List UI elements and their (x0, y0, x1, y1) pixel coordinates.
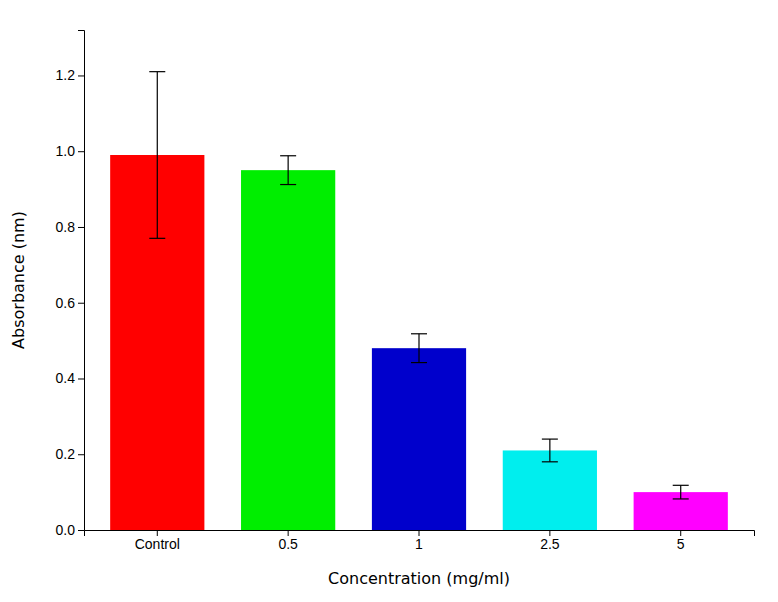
error-bar (411, 334, 427, 363)
y-tick-mark (78, 303, 84, 304)
error-cap (149, 238, 165, 239)
error-stem (418, 334, 419, 363)
error-cap (411, 333, 427, 334)
x-tick: 0.5 (278, 530, 298, 552)
x-tick: 2.5 (540, 530, 560, 552)
y-tick-mark (78, 454, 84, 455)
marks (110, 72, 728, 530)
y-tick: 0.8 (56, 219, 84, 235)
error-cap (149, 71, 165, 72)
x-tick-label: 5 (677, 536, 685, 552)
x-axis-title: Concentration (mg/ml) (328, 569, 510, 588)
x-tick: 5 (677, 530, 685, 552)
error-cap (542, 461, 558, 462)
y-tick: 1.0 (56, 143, 84, 159)
x-tick: 1 (415, 530, 423, 552)
plot: Control 0.5 1 2.5 5 0.0 0.2 0.4 0.6 0.8 1.0 1.2 (56, 31, 755, 552)
y-tick-mark (78, 75, 84, 76)
error-cap (542, 438, 558, 439)
x-tick-label: 0.5 (278, 536, 298, 552)
x-tick: Control (135, 530, 180, 552)
error-bar (673, 485, 689, 499)
x-tick-label: Control (135, 536, 180, 552)
y-tick-label: 0.8 (56, 219, 76, 235)
y-axis: 0.0 0.2 0.4 0.6 0.8 1.0 1.2 (56, 31, 85, 538)
y-tick-label: 0.2 (56, 446, 76, 462)
error-stem (549, 439, 550, 462)
y-tick: 0.0 (56, 522, 84, 538)
error-cap (673, 485, 689, 486)
y-tick-label: 0.4 (56, 370, 76, 386)
bar (503, 450, 597, 530)
error-cap (280, 184, 296, 185)
chart: Control 0.5 1 2.5 5 0.0 0.2 0.4 0.6 0.8 1.0 1.2 Conc… (0, 0, 778, 602)
y-tick: 0.6 (56, 295, 84, 311)
error-stem (288, 156, 289, 185)
y-tick: 1.2 (56, 67, 84, 83)
error-bar (280, 156, 296, 185)
y-tick-label: 1.0 (56, 143, 76, 159)
y-tick: 0.4 (56, 370, 84, 386)
y-tick-label: 1.2 (56, 67, 76, 83)
error-cap (411, 362, 427, 363)
error-bar (149, 72, 165, 239)
y-tick-label: 0.0 (56, 522, 76, 538)
x-tick-label: 2.5 (540, 536, 560, 552)
bar (241, 170, 335, 530)
y-tick-mark (78, 378, 84, 379)
error-stem (157, 72, 158, 239)
bar (372, 348, 466, 530)
x-axis: Control 0.5 1 2.5 5 (85, 530, 755, 552)
error-stem (680, 485, 681, 499)
y-tick-label: 0.6 (56, 295, 76, 311)
x-tick-label: 1 (415, 536, 423, 552)
y-axis-title: Absorbance (nm) (9, 211, 28, 349)
error-cap (280, 155, 296, 156)
y-tick-mark (78, 227, 84, 228)
y-axis-line (78, 31, 85, 531)
y-tick: 0.2 (56, 446, 84, 462)
error-bar (542, 439, 558, 462)
y-tick-mark (78, 151, 84, 152)
error-cap (673, 498, 689, 499)
y-tick-mark (78, 530, 84, 531)
